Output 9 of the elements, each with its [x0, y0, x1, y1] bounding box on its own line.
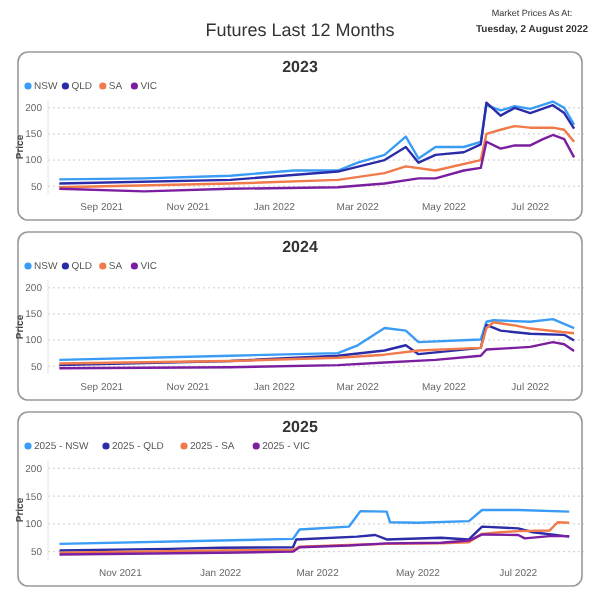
line-series — [58, 133, 576, 193]
chart-title: 2023 — [282, 58, 319, 76]
line-series — [58, 340, 576, 370]
line-series — [58, 508, 571, 546]
line-series — [58, 124, 576, 189]
chart-title: 2024 — [282, 238, 319, 256]
chart-title: 2025 — [282, 418, 319, 436]
text: Futures Last 12 Months — [205, 20, 396, 40]
line-series — [58, 533, 571, 556]
